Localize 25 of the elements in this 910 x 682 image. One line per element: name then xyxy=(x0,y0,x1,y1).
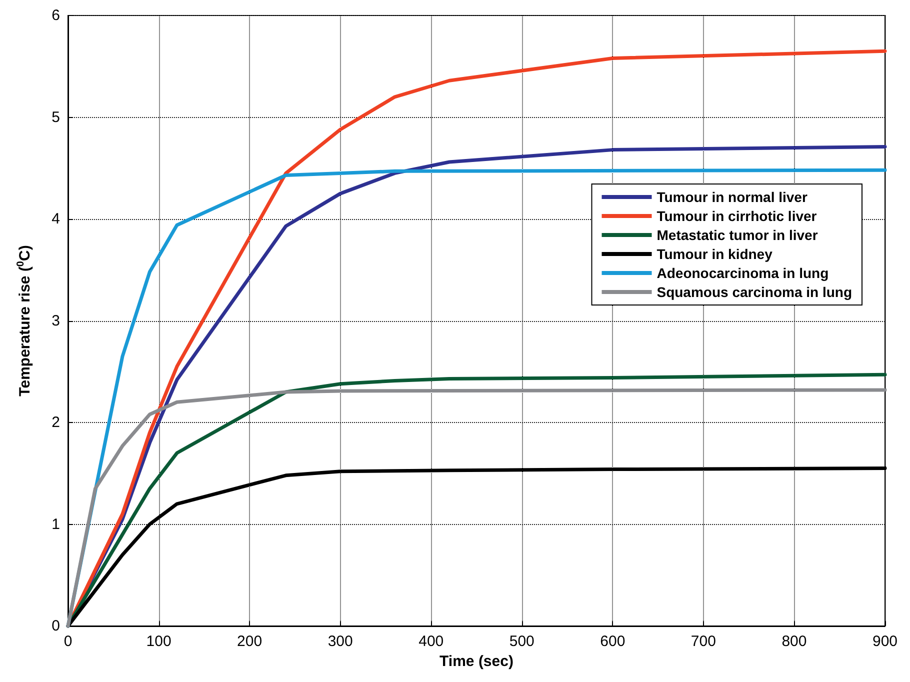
x-tick-label: 100 xyxy=(146,633,172,650)
legend-label: Tumour in cirrhotic liver xyxy=(656,208,818,224)
y-tick-label: 5 xyxy=(52,108,60,126)
y-tick-label: 6 xyxy=(52,7,60,24)
x-tick-label: 400 xyxy=(418,633,444,650)
y-axis-title: Temperature rise (0C) xyxy=(16,245,34,396)
y-tick-label: 1 xyxy=(52,516,60,533)
x-tick-label: 500 xyxy=(509,633,534,650)
x-tick-label: 900 xyxy=(872,633,898,650)
y-tick-label: 2 xyxy=(52,414,60,431)
legend-label: Adeonocarcinoma in lung xyxy=(656,265,829,281)
legend-label: Metastatic tumor in liver xyxy=(656,227,818,243)
y-tick-label: 3 xyxy=(52,312,60,330)
x-tick-label: 0 xyxy=(64,633,72,650)
x-tick-label: 200 xyxy=(237,633,262,650)
y-tick-label: 0 xyxy=(52,618,60,634)
legend-label: Tumour in kidney xyxy=(656,246,773,262)
x-tick-label: 800 xyxy=(782,633,807,650)
x-tick-label: 300 xyxy=(328,633,353,650)
x-tick-label: 600 xyxy=(600,633,626,650)
y-tick-label: 4 xyxy=(52,210,60,228)
legend-label: Squamous carcinoma in lung xyxy=(656,284,852,300)
x-tick-label: 700 xyxy=(690,633,716,650)
legend-label: Tumour in normal liver xyxy=(656,189,808,205)
x-axis-title: Time (sec) xyxy=(440,653,514,670)
